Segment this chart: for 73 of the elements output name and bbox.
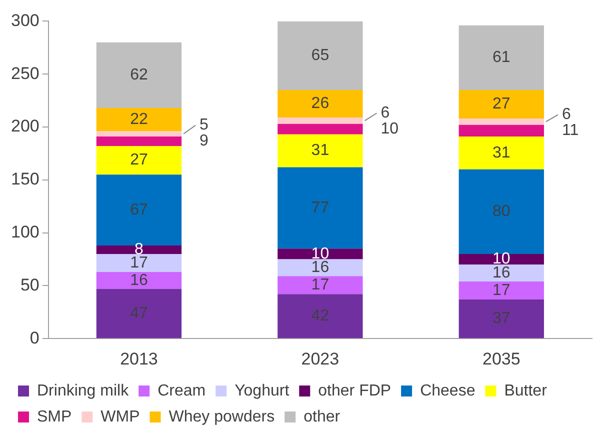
x-tick-label: 2035 <box>482 349 520 368</box>
data-label: 10 <box>380 120 399 138</box>
bar <box>458 90 544 119</box>
data-label: 80 <box>492 203 510 220</box>
data-label: 65 <box>311 46 330 64</box>
data-label: 11 <box>562 122 579 140</box>
bar <box>458 264 544 282</box>
data-label: 26 <box>311 95 330 112</box>
y-tick-label: 100 <box>10 222 40 242</box>
legend-label: WMP <box>100 408 140 426</box>
bar <box>278 294 363 338</box>
legend-label: Cheese <box>420 382 476 400</box>
data-label: 27 <box>130 152 148 169</box>
data-label: 22 <box>130 111 148 128</box>
bar <box>96 108 182 132</box>
bar <box>458 118 544 125</box>
bar <box>458 25 544 90</box>
bar <box>278 124 363 134</box>
bar <box>278 90 363 118</box>
y-tick-label: 200 <box>10 116 40 136</box>
bar <box>96 146 182 175</box>
data-label: 42 <box>311 308 330 325</box>
y-tick-label: 50 <box>20 275 40 294</box>
data-label: 37 <box>492 310 510 328</box>
legend-label: other FDP <box>318 382 392 400</box>
y-tick-label: 0 <box>30 328 40 348</box>
data-label: 17 <box>492 282 510 299</box>
bar <box>278 167 363 249</box>
bar <box>458 124 544 137</box>
data-label: 5 <box>200 116 209 134</box>
bar <box>458 254 544 265</box>
x-tick-label: 2023 <box>301 349 340 368</box>
legend-label: Cream <box>158 382 206 400</box>
legend-label: other <box>304 408 341 426</box>
legend-label: Drinking milk <box>37 382 130 400</box>
bar <box>458 136 544 170</box>
data-label: 31 <box>492 144 510 162</box>
x-tick-label: 2013 <box>120 349 158 368</box>
data-label: 16 <box>130 272 148 289</box>
bar <box>458 281 544 300</box>
bar <box>278 117 363 124</box>
data-label: 17 <box>311 276 330 294</box>
legend-label: SMP <box>37 408 72 426</box>
bar <box>96 42 182 108</box>
y-tick-label: 300 <box>10 10 40 30</box>
bar <box>96 272 182 289</box>
data-label: 9 <box>200 132 209 150</box>
data-label: 47 <box>130 304 148 322</box>
y-tick-label: 250 <box>10 64 40 83</box>
bar <box>278 259 363 276</box>
bar <box>96 254 182 272</box>
data-label: 6 <box>380 104 390 122</box>
bar <box>96 136 182 146</box>
bar <box>278 248 363 260</box>
bar <box>458 299 544 338</box>
bar <box>278 134 363 168</box>
bar <box>96 131 182 137</box>
legend-label: Yoghurt <box>234 382 290 400</box>
bar <box>96 288 182 338</box>
data-label: 62 <box>130 66 148 84</box>
y-tick-label: 150 <box>10 170 40 189</box>
data-label: 27 <box>492 96 510 113</box>
bar <box>458 169 544 254</box>
bar <box>278 21 363 90</box>
data-label: 77 <box>311 199 330 216</box>
data-label: 17 <box>130 254 148 272</box>
data-label: 6 <box>562 106 571 124</box>
bar <box>278 276 363 294</box>
data-label: 67 <box>130 201 148 218</box>
legend-label: Whey powders <box>168 408 275 426</box>
data-label: 31 <box>311 142 330 160</box>
data-label: 61 <box>492 49 510 66</box>
legend-label: Butter <box>504 382 548 400</box>
